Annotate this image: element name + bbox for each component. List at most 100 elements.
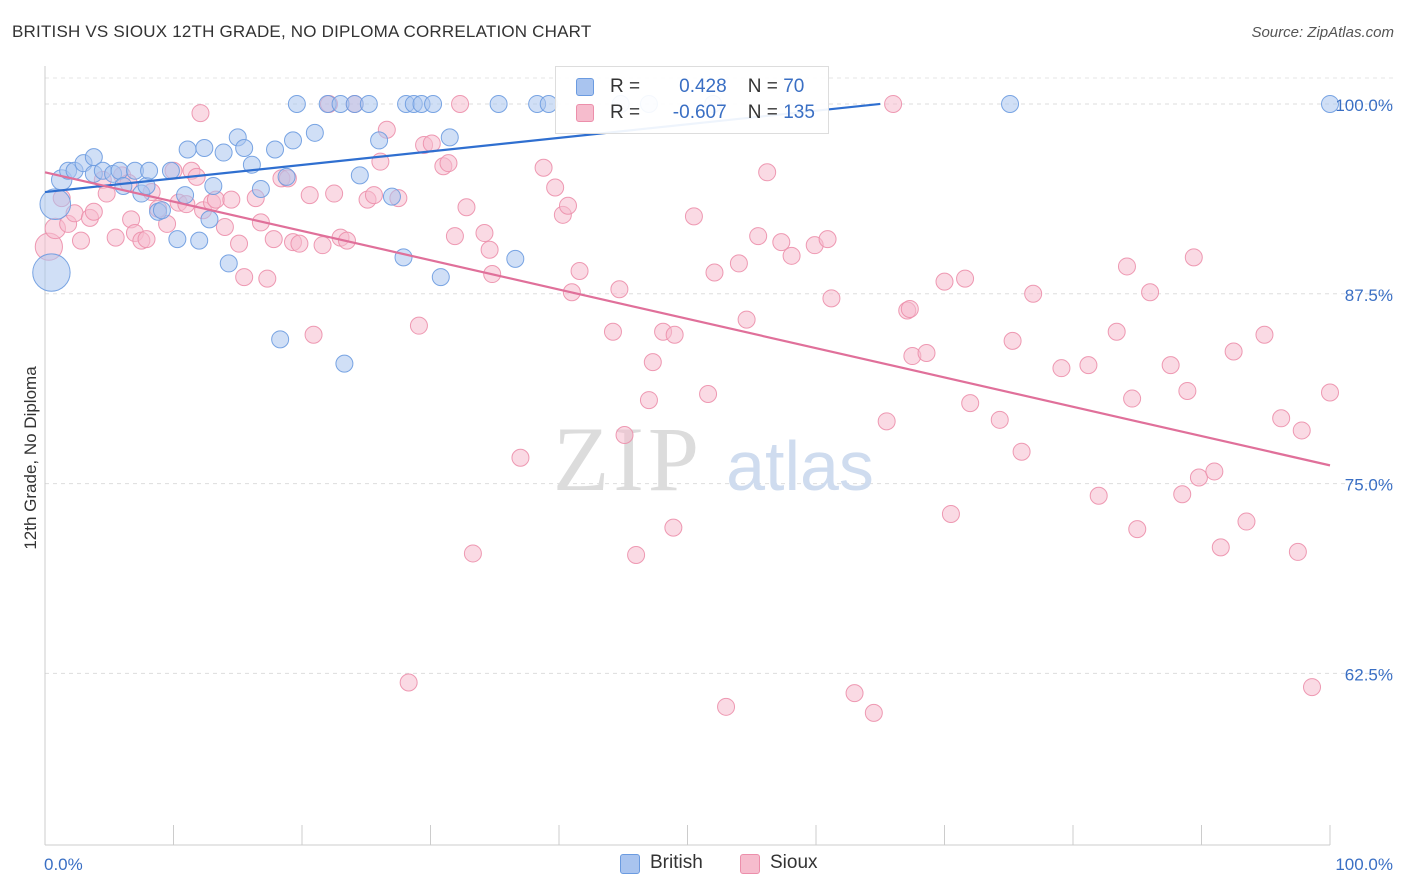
british-point (277, 167, 296, 186)
british-point (394, 248, 413, 267)
y-tick-label: 75.0% (1345, 476, 1393, 495)
sioux-point (627, 545, 646, 564)
british-point (1001, 94, 1020, 113)
sioux-trendline (44, 171, 1331, 467)
sioux-point (445, 227, 464, 246)
legend-n-label: N = (747, 76, 778, 97)
y-tick-label: 87.5% (1345, 286, 1393, 305)
sioux-point (818, 230, 837, 249)
british-legend-label: British (650, 852, 703, 873)
british-point (335, 354, 354, 373)
british-point (176, 186, 195, 205)
sioux-point (1123, 389, 1142, 408)
sioux-point (106, 228, 125, 247)
sioux-point (230, 234, 249, 253)
sioux-point (71, 231, 90, 250)
legend-r-label: R = (610, 76, 641, 97)
source-label: Source: ZipAtlas.com (1251, 24, 1394, 41)
british-point (110, 161, 129, 180)
series-legend: British Sioux (0, 852, 1406, 878)
sioux-point (917, 344, 936, 362)
correlation-legend: R = 0.428 N = 70 R = -0.607 N = 135 (555, 66, 829, 134)
x-tick-label: 100.0% (1335, 855, 1393, 874)
sioux-point (439, 154, 458, 173)
sioux-legend-swatch (740, 854, 760, 874)
sioux-point (558, 196, 577, 215)
sioux-point (758, 163, 777, 182)
chart-title: BRITISH VS SIOUX 12TH GRADE, NO DIPLOMA … (12, 22, 592, 41)
sioux-point (1141, 283, 1160, 302)
sioux-point (290, 234, 309, 253)
sioux-point (717, 697, 736, 716)
sioux-point (1161, 356, 1180, 375)
sioux-point (1292, 421, 1311, 440)
legend-n-value-sioux: 135 (783, 102, 815, 123)
sioux-point (615, 426, 634, 444)
sioux-point (935, 272, 954, 291)
british-point (489, 94, 508, 113)
sioux-point (990, 410, 1009, 429)
sioux-legend-label: Sioux (770, 852, 818, 873)
british-point (178, 140, 197, 159)
tick-labels: 100.0% 87.5% 75.0% 62.5% 0.0% 100.0% (44, 96, 1393, 874)
sioux-point (900, 299, 919, 318)
x-tick-label: 0.0% (44, 855, 83, 874)
sioux-point (235, 268, 254, 287)
watermark-zip: ZIP (553, 408, 703, 510)
sioux-point (463, 544, 482, 563)
british-point (506, 249, 525, 268)
sioux-point (1321, 383, 1339, 402)
sioux-point (1128, 520, 1147, 539)
sioux-point (1024, 284, 1043, 303)
british-point (161, 161, 180, 180)
british-point (266, 140, 285, 159)
british-point (214, 143, 233, 162)
british-point (271, 330, 290, 349)
legend-r-value-sioux: -0.607 (672, 102, 727, 123)
sioux-point (215, 217, 234, 236)
sioux-points (34, 94, 1339, 722)
sioux-point (191, 104, 210, 123)
sioux-point (705, 263, 724, 282)
sioux-point (1052, 359, 1071, 378)
british-point (370, 131, 389, 150)
british-point (195, 139, 214, 157)
sioux-point (1003, 331, 1022, 350)
british-point (152, 201, 171, 220)
watermark: ZIP atlas (553, 408, 874, 510)
british-point (219, 254, 238, 273)
sioux-point (300, 186, 319, 205)
british-point (140, 161, 159, 180)
sioux-point (961, 394, 980, 413)
sioux-point (1255, 325, 1274, 344)
sioux-point (782, 246, 801, 265)
sioux-point (304, 325, 323, 344)
sioux-point (1012, 442, 1031, 461)
british-point (284, 131, 303, 150)
sioux-point (475, 224, 494, 243)
sioux-point (570, 262, 589, 280)
sioux-point (772, 233, 791, 252)
british-point (287, 94, 306, 113)
british-point (190, 231, 209, 250)
british-point (382, 187, 401, 206)
british-point (32, 253, 71, 292)
sioux-point (729, 254, 748, 273)
sioux-point (1117, 257, 1136, 276)
sioux-point (1089, 486, 1108, 505)
british-point (200, 210, 219, 229)
legend-r-label: R = (610, 102, 641, 123)
british-point (235, 139, 254, 157)
sioux-point (1173, 485, 1192, 504)
sioux-point (699, 385, 718, 403)
sioux-point (822, 289, 841, 308)
sioux-point (534, 158, 553, 177)
sioux-point (1184, 248, 1203, 267)
sioux-point (1224, 342, 1243, 361)
legend-n-value-british: 70 (783, 76, 805, 97)
watermark-atlas: atlas (726, 427, 874, 505)
sioux-point (480, 240, 499, 259)
sioux-point (877, 412, 896, 431)
british-point (251, 180, 270, 198)
